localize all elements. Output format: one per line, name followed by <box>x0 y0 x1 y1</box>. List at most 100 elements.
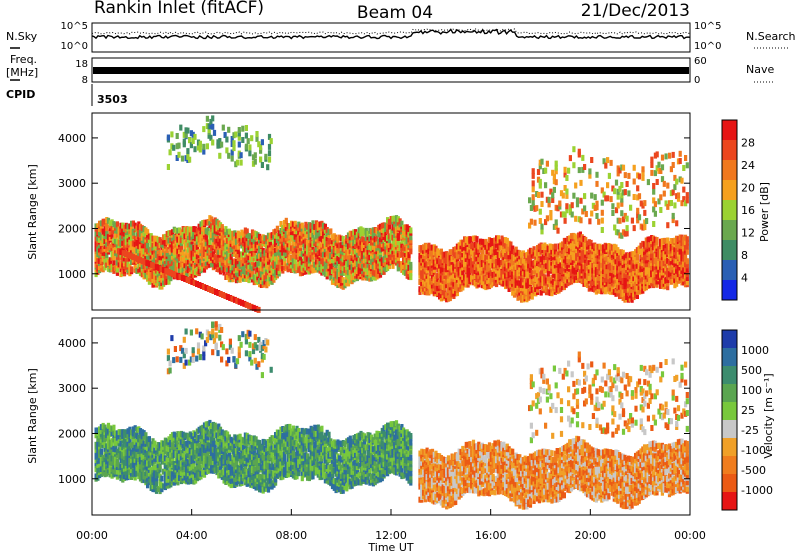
power-cell <box>548 247 552 254</box>
power-cell <box>531 180 535 187</box>
power-cell <box>242 246 246 253</box>
power-cell <box>101 246 105 253</box>
power-cell <box>140 247 144 254</box>
power-cell <box>620 164 624 171</box>
power-cell <box>98 230 102 237</box>
power-cell <box>160 258 164 265</box>
power-cell <box>446 287 451 294</box>
power-cell <box>436 279 440 286</box>
power-cell <box>613 188 617 195</box>
power-cell <box>626 261 631 268</box>
power-cell <box>105 222 109 229</box>
power-cell <box>520 296 524 303</box>
power-cell <box>653 170 657 177</box>
power-cell <box>170 266 175 272</box>
power-cell <box>644 278 648 285</box>
power-cell <box>496 251 500 258</box>
power-cell <box>629 204 633 211</box>
power-cell <box>529 205 533 211</box>
power-cell <box>160 280 164 286</box>
power-cell <box>112 237 116 244</box>
power-cell <box>103 218 107 225</box>
power-cell <box>172 252 176 259</box>
power-cell <box>238 240 242 247</box>
power-cell <box>135 250 139 257</box>
power-cell <box>244 132 248 139</box>
power-cell <box>242 231 246 238</box>
power-cell <box>600 187 604 194</box>
power-cell <box>341 277 345 284</box>
power-cell <box>355 272 359 279</box>
power-cell <box>520 257 524 264</box>
power-cell <box>138 227 143 234</box>
power-cell <box>659 238 663 245</box>
power-cell <box>167 278 171 285</box>
power-cell <box>224 265 228 272</box>
power-cell <box>651 282 656 289</box>
power-cell <box>373 240 377 247</box>
power-cell <box>115 251 119 258</box>
power-cell <box>396 219 400 226</box>
power-cell <box>683 260 688 267</box>
power-cell <box>452 250 456 257</box>
power-cell <box>409 234 413 241</box>
power-cell <box>558 203 562 210</box>
power-cell <box>240 269 244 276</box>
power-cell <box>366 269 370 276</box>
power-cell <box>673 272 677 279</box>
power-cell <box>249 263 253 270</box>
power-cell <box>217 266 221 273</box>
power-cell <box>596 243 600 250</box>
power-cell <box>201 254 205 261</box>
power-cell <box>543 253 547 260</box>
power-cell <box>389 234 393 241</box>
power-cell <box>306 232 310 239</box>
power-cell <box>314 239 319 246</box>
power-cell <box>169 237 173 243</box>
power-cell <box>491 276 495 283</box>
power-cell <box>588 172 592 179</box>
power-cell <box>320 220 324 227</box>
power-cell <box>646 283 650 289</box>
power-cell <box>378 252 383 259</box>
power-cell <box>186 229 191 236</box>
power-cell <box>142 234 146 241</box>
power-cell <box>641 202 645 209</box>
power-cell <box>162 262 166 268</box>
power-cell <box>193 146 197 153</box>
power-cell <box>423 259 427 266</box>
power-cell <box>220 264 224 271</box>
power-cell <box>361 227 365 234</box>
power-cell <box>559 253 563 260</box>
power-cell <box>380 245 384 252</box>
power-cell <box>291 238 295 245</box>
power-cell <box>309 241 313 248</box>
power-cell <box>603 285 607 292</box>
power-cell <box>309 231 313 238</box>
power-cell <box>184 155 188 162</box>
power-cell <box>220 141 224 148</box>
power-cell <box>620 192 624 199</box>
power-cell <box>578 253 582 260</box>
power-cell <box>261 251 265 258</box>
power-cell <box>243 262 247 269</box>
power-cell <box>562 237 566 244</box>
power-cell <box>548 260 552 267</box>
power-cell <box>112 259 116 266</box>
power-cell <box>195 265 199 272</box>
power-cell <box>525 276 529 283</box>
power-cell <box>133 262 137 269</box>
power-cell <box>121 229 125 236</box>
power-cell <box>304 260 308 267</box>
power-cell <box>190 234 194 241</box>
power-cell <box>619 249 623 256</box>
power-cell <box>569 256 574 263</box>
power-cell <box>239 152 243 159</box>
power-cell <box>445 251 449 258</box>
power-cell <box>521 285 525 292</box>
power-cell <box>186 127 190 134</box>
power-cell <box>671 151 675 158</box>
power-cell <box>307 265 311 272</box>
power-cell <box>298 259 303 266</box>
power-cell <box>103 257 107 264</box>
